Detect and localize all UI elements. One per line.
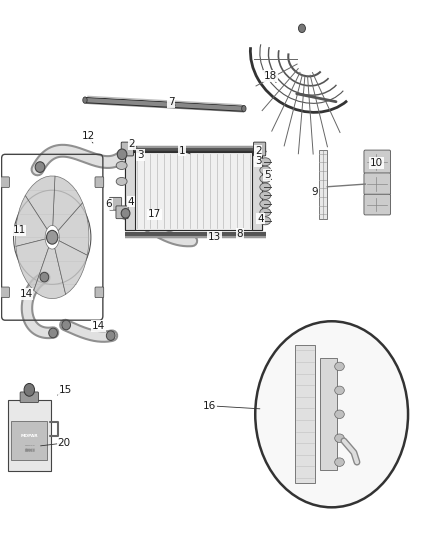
FancyBboxPatch shape bbox=[254, 142, 266, 156]
Text: 8: 8 bbox=[237, 229, 243, 239]
Ellipse shape bbox=[335, 410, 344, 418]
Ellipse shape bbox=[116, 161, 127, 169]
Text: 4: 4 bbox=[257, 214, 264, 224]
FancyBboxPatch shape bbox=[364, 150, 391, 173]
FancyBboxPatch shape bbox=[364, 194, 391, 215]
Text: 6: 6 bbox=[106, 199, 112, 209]
Circle shape bbox=[24, 383, 35, 396]
Polygon shape bbox=[58, 203, 89, 255]
Ellipse shape bbox=[40, 272, 49, 282]
Ellipse shape bbox=[116, 177, 127, 185]
Text: 18: 18 bbox=[264, 71, 277, 81]
FancyBboxPatch shape bbox=[318, 150, 327, 219]
Text: 15: 15 bbox=[59, 385, 72, 395]
FancyBboxPatch shape bbox=[8, 400, 51, 471]
Text: 2: 2 bbox=[128, 139, 135, 149]
Ellipse shape bbox=[260, 200, 271, 208]
Text: 2: 2 bbox=[255, 146, 261, 156]
Polygon shape bbox=[25, 176, 55, 229]
FancyBboxPatch shape bbox=[294, 345, 315, 483]
Text: 14: 14 bbox=[19, 289, 33, 299]
Text: 16: 16 bbox=[203, 401, 216, 411]
FancyBboxPatch shape bbox=[121, 142, 134, 156]
Circle shape bbox=[255, 321, 408, 507]
Text: 4: 4 bbox=[127, 197, 134, 207]
Text: 10: 10 bbox=[370, 158, 383, 168]
Ellipse shape bbox=[335, 458, 344, 466]
Circle shape bbox=[298, 24, 305, 33]
FancyBboxPatch shape bbox=[320, 359, 337, 470]
Text: ▓▓▓▓▓: ▓▓▓▓▓ bbox=[24, 449, 35, 453]
FancyBboxPatch shape bbox=[1, 287, 10, 297]
Text: 7: 7 bbox=[168, 96, 174, 107]
Ellipse shape bbox=[260, 208, 271, 216]
Text: 12: 12 bbox=[81, 131, 95, 141]
FancyBboxPatch shape bbox=[125, 152, 262, 230]
FancyBboxPatch shape bbox=[95, 177, 104, 188]
Text: 20: 20 bbox=[57, 438, 71, 448]
Text: 9: 9 bbox=[312, 187, 318, 197]
Polygon shape bbox=[15, 196, 47, 246]
FancyBboxPatch shape bbox=[20, 392, 39, 402]
Ellipse shape bbox=[260, 191, 271, 199]
Text: 14: 14 bbox=[92, 321, 106, 331]
Text: ━━━━━: ━━━━━ bbox=[24, 444, 35, 448]
Circle shape bbox=[46, 230, 58, 244]
Ellipse shape bbox=[121, 208, 130, 218]
Ellipse shape bbox=[260, 183, 271, 191]
Ellipse shape bbox=[260, 158, 271, 166]
FancyBboxPatch shape bbox=[95, 287, 104, 297]
Ellipse shape bbox=[35, 162, 45, 172]
FancyBboxPatch shape bbox=[1, 177, 10, 188]
Polygon shape bbox=[55, 241, 87, 294]
FancyBboxPatch shape bbox=[11, 421, 47, 460]
Polygon shape bbox=[53, 176, 83, 231]
FancyBboxPatch shape bbox=[110, 197, 122, 210]
Ellipse shape bbox=[49, 328, 57, 338]
Text: 3: 3 bbox=[255, 156, 261, 166]
Polygon shape bbox=[34, 247, 66, 298]
Text: 1: 1 bbox=[179, 146, 185, 156]
Ellipse shape bbox=[117, 149, 127, 160]
Ellipse shape bbox=[260, 217, 271, 225]
Ellipse shape bbox=[335, 434, 344, 442]
Ellipse shape bbox=[62, 320, 71, 330]
Ellipse shape bbox=[260, 175, 271, 183]
Text: MOPAR: MOPAR bbox=[21, 433, 38, 438]
Ellipse shape bbox=[260, 166, 271, 174]
FancyBboxPatch shape bbox=[116, 206, 128, 219]
Polygon shape bbox=[16, 239, 49, 290]
Text: 11: 11 bbox=[12, 225, 26, 236]
Ellipse shape bbox=[242, 106, 246, 112]
Text: 13: 13 bbox=[208, 232, 221, 243]
Text: 5: 5 bbox=[264, 170, 270, 180]
FancyBboxPatch shape bbox=[364, 173, 391, 195]
Ellipse shape bbox=[335, 362, 344, 370]
FancyBboxPatch shape bbox=[125, 152, 135, 230]
Ellipse shape bbox=[335, 386, 344, 394]
Ellipse shape bbox=[83, 97, 87, 103]
FancyBboxPatch shape bbox=[252, 152, 262, 230]
Text: 3: 3 bbox=[137, 150, 144, 160]
Text: 17: 17 bbox=[148, 209, 161, 220]
Ellipse shape bbox=[106, 331, 115, 341]
